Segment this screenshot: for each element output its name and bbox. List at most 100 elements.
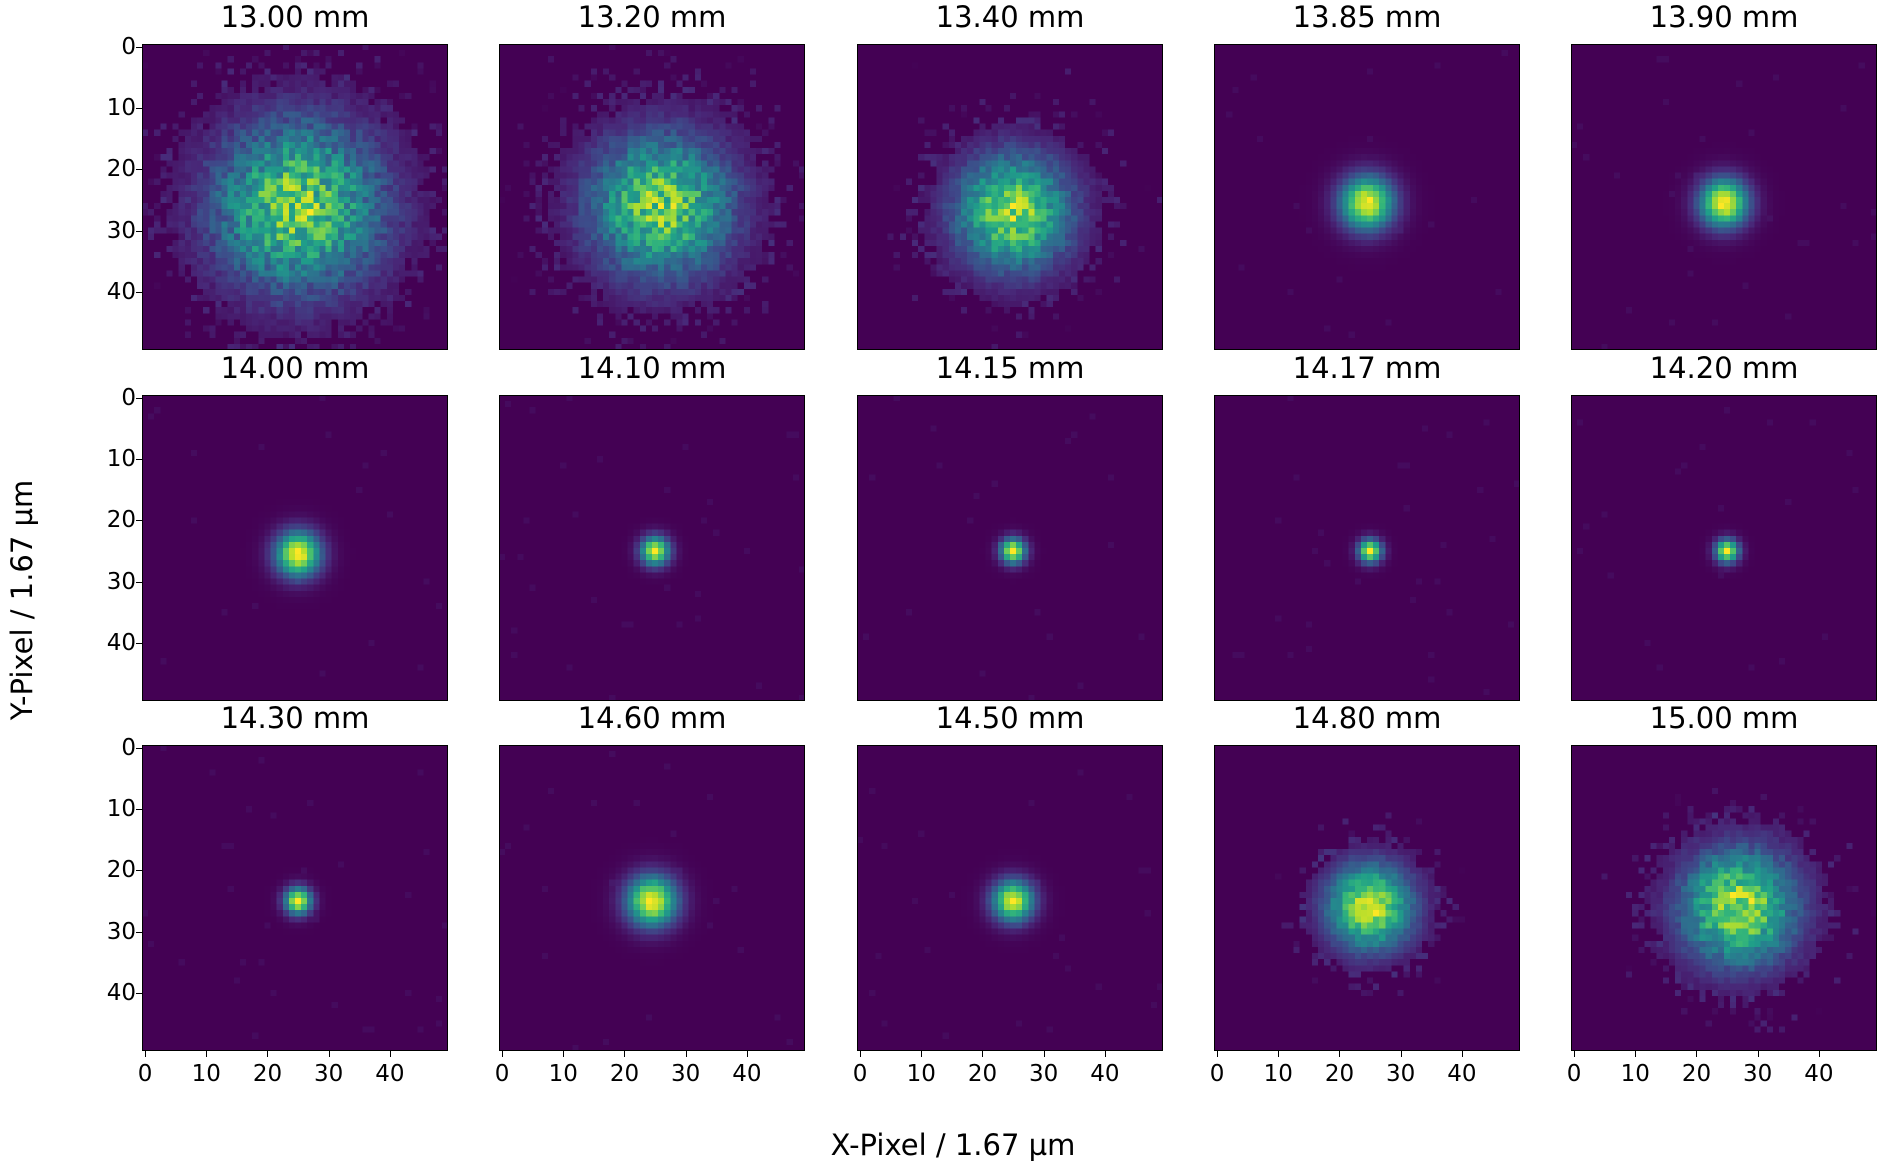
x-tick-mark [1461,1051,1463,1057]
beam-profile-heatmap [1571,395,1877,701]
x-tick-mark [1696,1051,1698,1057]
y-tick-label: 0 [121,735,136,762]
subplot-title: 14.17 mm [1292,351,1442,385]
subplot-panel: 13.00 mm 0 10 20 30 40 [107,0,448,350]
beam-profile-heatmap [1214,745,1520,1051]
beam-profile-heatmap [142,745,448,1051]
y-tick-label: 0 [121,34,136,61]
x-tick-label: 10 [548,1061,578,1087]
y-tick-mark [136,398,142,400]
x-tick-label: 20 [1681,1061,1712,1087]
y-axis-label: Y-Pixel / 1.67 µm [5,479,39,721]
beam-profile-heatmap [1571,44,1877,350]
beam-profile-heatmap [857,745,1163,1051]
x-tick-mark [1400,1051,1402,1057]
x-axis-label: X-Pixel / 1.67 µm [830,1128,1076,1162]
y-tick-mark [136,870,142,872]
y-tick-label: 30 [106,217,136,244]
x-tick-label: 30 [1029,1061,1059,1087]
x-tick-label: 10 [906,1061,936,1087]
beam-profile-heatmap [499,395,805,701]
x-tick-mark [1757,1051,1759,1057]
y-tick-mark [136,992,142,994]
subplot-panel: 13.20 mm [499,0,805,350]
x-tick-mark [145,1051,147,1057]
x-tick-mark [860,1051,862,1057]
beam-profile-heatmap [142,44,448,350]
axes-frame [499,395,805,701]
subplot-title: 14.60 mm [577,701,727,735]
axes-frame [142,745,448,1051]
beam-profile-heatmap [1214,44,1520,350]
y-tick-label: 40 [106,278,136,305]
x-tick-mark [502,1051,504,1057]
x-tick-mark [1104,1051,1106,1057]
x-tick-mark [921,1051,923,1057]
x-tick-label: 0 [1566,1061,1582,1087]
subplot-title: 14.15 mm [935,351,1085,385]
subplot-panel: 15.00 mm 0 10 20 30 40 [1567,701,1877,1087]
x-tick-label: 20 [967,1061,998,1087]
subplot-title: 14.00 mm [220,351,370,385]
subplot-panel: 14.00 mm 0 10 20 30 40 [107,351,448,701]
y-tick-mark [136,581,142,583]
subplot-title: 14.50 mm [935,701,1085,735]
x-tick-mark [1278,1051,1280,1057]
x-tick-mark [624,1051,626,1057]
x-tick-label: 10 [191,1061,221,1087]
x-tick-mark [1574,1051,1576,1057]
y-tick-mark [136,169,142,171]
subplot-title: 13.00 mm [220,0,370,34]
axes-frame [142,44,448,350]
x-tick-label: 30 [314,1061,344,1087]
y-tick-mark [136,748,142,750]
y-tick-mark [136,47,142,49]
x-tick-label: 40 [1804,1061,1834,1087]
x-tick-label: 10 [1263,1061,1293,1087]
y-tick-mark [136,520,142,522]
axes-frame [142,395,448,701]
x-tick-mark [1635,1051,1637,1057]
x-tick-label: 40 [732,1061,762,1087]
x-tick-label: 0 [852,1061,868,1087]
subplot-panel: 14.30 mm 0 10 20 30 40 0 10 20 30 40 [107,701,448,1087]
subplot-panel: 13.85 mm [1214,0,1520,350]
x-tick-mark [982,1051,984,1057]
y-tick-mark [136,230,142,232]
x-tick-label: 20 [252,1061,283,1087]
x-tick-mark [267,1051,269,1057]
subplot-title: 13.90 mm [1649,0,1799,34]
beam-profile-heatmap [499,44,805,350]
x-tick-label: 20 [609,1061,640,1087]
y-tick-label: 30 [106,568,136,595]
subplot-panel: 14.50 mm 0 10 20 30 40 [853,701,1163,1087]
axes-frame [1214,395,1520,701]
y-tick-mark [136,459,142,461]
y-tick-label: 20 [106,156,136,183]
x-tick-mark [389,1051,391,1057]
y-tick-label: 10 [106,95,136,122]
x-tick-label: 40 [375,1061,405,1087]
y-tick-mark [136,809,142,811]
x-tick-label: 30 [671,1061,701,1087]
subplot-title: 13.85 mm [1292,0,1442,34]
y-tick-mark [136,108,142,110]
y-tick-mark [136,931,142,933]
x-tick-label: 0 [1209,1061,1225,1087]
axes-frame [857,44,1163,350]
y-tick-label: 20 [106,507,136,534]
x-tick-mark [328,1051,330,1057]
beam-profile-heatmap [1214,395,1520,701]
subplot-title: 14.10 mm [577,351,727,385]
x-tick-label: 30 [1743,1061,1773,1087]
x-tick-label: 0 [137,1061,153,1087]
subplot-panel: 14.80 mm 0 10 20 30 40 [1210,701,1520,1087]
axes-frame [499,44,805,350]
x-tick-mark [685,1051,687,1057]
beam-profile-heatmap [1571,745,1877,1051]
x-tick-label: 0 [494,1061,510,1087]
subplot-panel: 14.17 mm [1214,351,1520,701]
x-tick-mark [1217,1051,1219,1057]
x-tick-mark [206,1051,208,1057]
y-tick-mark [136,291,142,293]
